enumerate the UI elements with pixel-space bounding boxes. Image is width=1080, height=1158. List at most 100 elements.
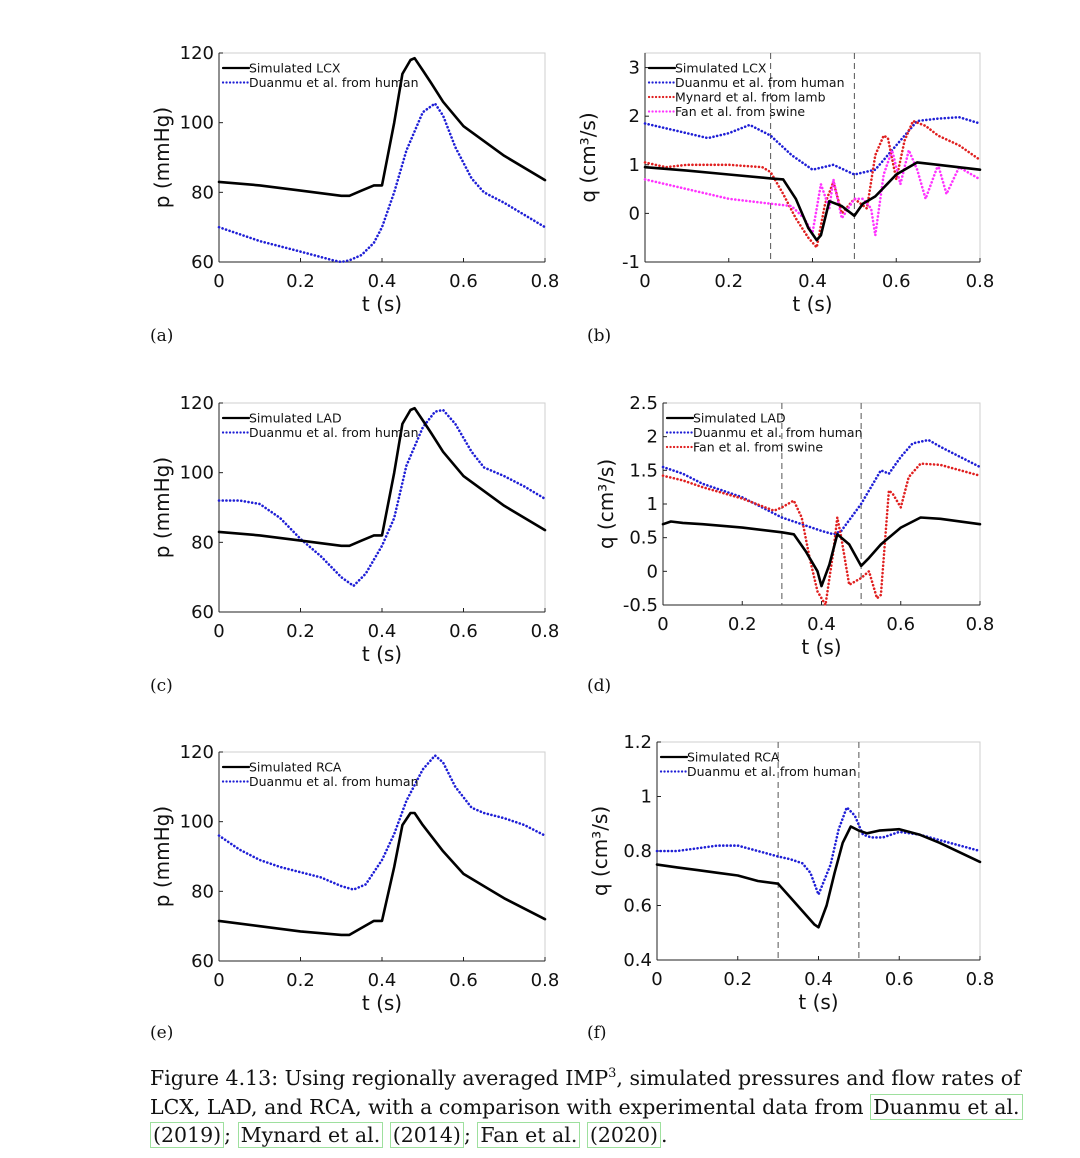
caption-separator: ; <box>224 1123 238 1147</box>
x-tick-label: 0.4 <box>368 621 397 642</box>
x-tick-label: 0.2 <box>728 614 757 635</box>
x-tick-label: 0.4 <box>368 970 397 991</box>
citation-duanmu-authors[interactable]: Duanmu et al. <box>870 1093 1023 1120</box>
series-line-mynard-et-al-from-lamb <box>643 119 982 249</box>
y-tick-label: 2 <box>647 427 658 448</box>
x-tick-label: 0 <box>639 271 650 292</box>
x-tick-label: 0.8 <box>531 970 560 991</box>
y-tick-label: 1 <box>629 155 640 176</box>
y-tick-label: 80 <box>191 532 214 553</box>
y-tick-label: 0 <box>647 561 658 582</box>
sublabel-f: (f) <box>587 1023 607 1043</box>
series-line-duanmu-et-al-from-human <box>217 754 547 891</box>
citation-mynard-authors[interactable]: Mynard et al. <box>237 1122 384 1148</box>
chart-panel-e: 0 0.2 0.4 0.6 0.8 60 80 100 120 t (s) p (mmHg) Simu… <box>150 742 559 1015</box>
y-tick-label: 60 <box>191 252 214 273</box>
y-axis-label: q (cm³/s) <box>594 459 618 549</box>
series-line-simulated-rca <box>217 811 547 937</box>
y-tick-label: 80 <box>191 182 214 203</box>
citation-mynard-year[interactable]: (2014) <box>389 1122 464 1148</box>
caption-text-continued: , simulated pressures and flow rates of … <box>150 1066 1021 1119</box>
y-tick-label: 100 <box>180 463 214 484</box>
citation-fan-year[interactable]: (2020) <box>586 1122 662 1148</box>
x-tick-label: 0.2 <box>286 621 315 642</box>
x-tick-label: 0.6 <box>885 969 914 990</box>
x-tick-label: 0.2 <box>286 970 315 991</box>
figure-caption: Figure 4.13: Using regionally averaged I… <box>150 1064 1040 1150</box>
y-tick-label: 120 <box>180 393 214 414</box>
y-tick-label: 1.5 <box>629 460 658 481</box>
legend-entry: Simulated RCA <box>687 750 780 765</box>
x-tick-label: 0.4 <box>798 271 827 292</box>
sublabel-e: (e) <box>150 1023 174 1043</box>
sublabel-c: (c) <box>150 676 173 696</box>
x-tick-label: 0.6 <box>449 970 478 991</box>
series-line-simulated-lcx <box>217 56 547 198</box>
y-tick-label: 0.5 <box>629 528 658 549</box>
caption-separator: ; <box>463 1123 478 1147</box>
y-tick-label: 1 <box>641 787 652 808</box>
y-axis-label: p (mmHg) <box>150 457 174 558</box>
x-axis-label: t (s) <box>362 292 402 316</box>
y-axis-label: q (cm³/s) <box>576 112 600 202</box>
x-tick-label: 0 <box>213 970 224 991</box>
legend-entry: Mynard et al. from lamb <box>675 90 826 105</box>
x-tick-label: 0 <box>651 969 662 990</box>
x-tick-label: 0.2 <box>723 969 752 990</box>
legend-entry: Simulated LAD <box>693 411 786 426</box>
x-tick-label: 0.8 <box>966 271 995 292</box>
y-tick-label: 100 <box>180 812 214 833</box>
x-axis-label: t (s) <box>798 990 838 1014</box>
series-line-duanmu-et-al-from-human <box>217 408 547 588</box>
series-line-duanmu-et-al-from-human <box>655 806 982 896</box>
x-tick-label: 0.2 <box>286 271 315 292</box>
series-line-simulated-lcx <box>643 161 982 242</box>
x-tick-label: 0.8 <box>966 614 995 635</box>
legend-entry: Duanmu et al. from human <box>675 75 845 90</box>
y-tick-label: 0.8 <box>623 841 652 862</box>
series-line-simulated-lad <box>661 516 982 588</box>
x-tick-label: 0 <box>657 614 668 635</box>
x-tick-label: 0.2 <box>714 271 743 292</box>
x-tick-label: 0 <box>213 271 224 292</box>
y-tick-label: -0.5 <box>623 595 658 616</box>
x-tick-label: 0 <box>213 621 224 642</box>
series-line-duanmu-et-al-from-human <box>661 438 982 536</box>
y-tick-label: 60 <box>191 951 214 972</box>
y-tick-label: 120 <box>180 742 214 763</box>
y-tick-label: 100 <box>180 113 214 134</box>
citation-duanmu-year[interactable]: (2019) <box>150 1122 225 1148</box>
citation-fan-authors[interactable]: Fan et al. <box>477 1122 581 1148</box>
x-tick-label: 0.8 <box>966 969 995 990</box>
y-axis-label: p (mmHg) <box>150 806 174 907</box>
chart-panel-f: 0 0.2 0.4 0.6 0.8 0.4 0.6 0.8 1 1.2 t (s) q (cm³/s)… <box>588 732 994 1014</box>
series-line-simulated-rca <box>655 825 982 929</box>
legend-entry: Simulated LAD <box>249 411 342 426</box>
legend-entry: Simulated LCX <box>249 61 341 76</box>
series-line-duanmu-et-al-from-human <box>643 115 982 176</box>
y-tick-label: 0 <box>629 203 640 224</box>
x-tick-label: 0.6 <box>449 621 478 642</box>
x-axis-label: t (s) <box>792 292 832 316</box>
y-tick-label: 2.5 <box>629 393 658 414</box>
x-axis-label: t (s) <box>362 991 402 1015</box>
y-axis-label: p (mmHg) <box>150 107 174 208</box>
series-line-simulated-lad <box>217 406 547 548</box>
y-tick-label: 2 <box>629 106 640 127</box>
sublabel-a: (a) <box>150 326 174 346</box>
x-tick-label: 0.6 <box>886 614 915 635</box>
chart-panel-c: 0 0.2 0.4 0.6 0.8 60 80 100 120 t (s) p (mmHg) Simu… <box>150 393 559 666</box>
legend-entry: Duanmu et al. from human <box>249 75 419 90</box>
y-tick-label: -1 <box>622 252 640 273</box>
x-axis-label: t (s) <box>801 635 841 659</box>
legend-entry: Duanmu et al. from human <box>249 774 419 789</box>
x-axis-label: t (s) <box>362 642 402 666</box>
sublabel-b: (b) <box>587 326 612 346</box>
legend-entry: Simulated RCA <box>249 760 342 775</box>
